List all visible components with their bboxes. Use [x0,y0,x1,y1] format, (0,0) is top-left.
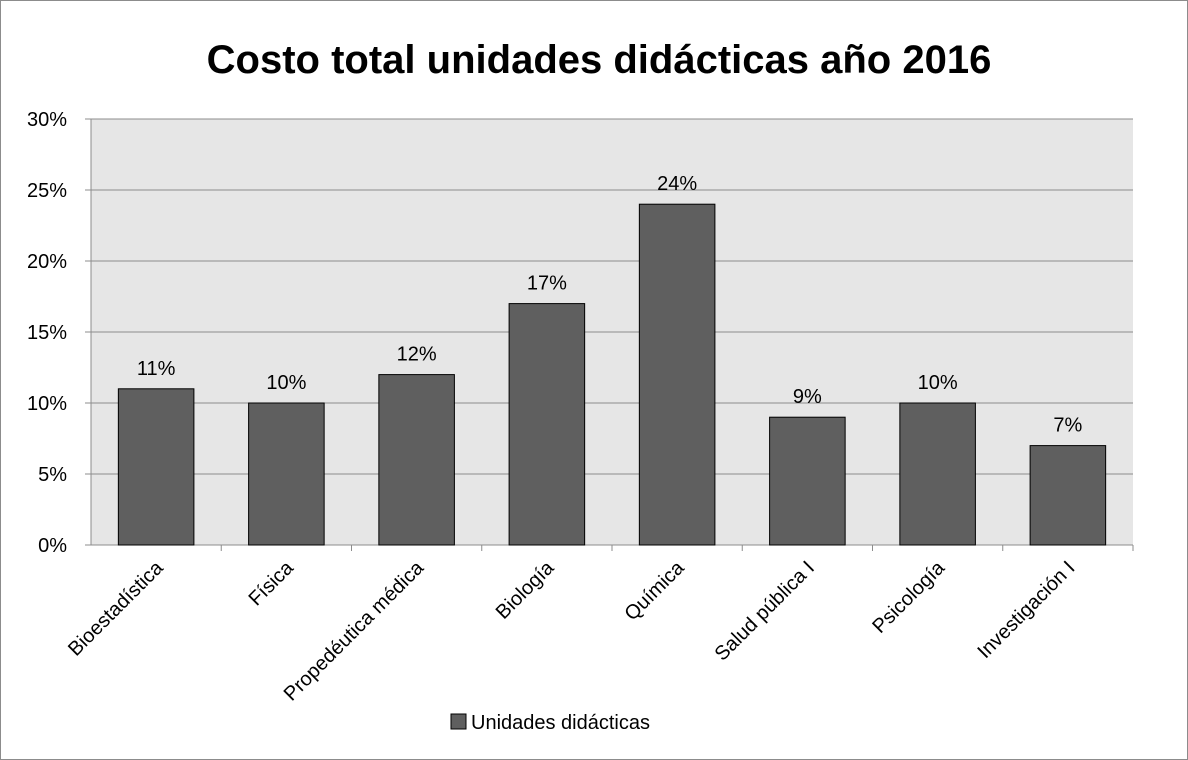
plot-area: 0% 5% 10% 15% 20% 25% 30% 11% Bioestadística 10% F… [27,109,1134,705]
bar [117,388,195,546]
y-tick-label: 20% [27,251,67,273]
bar [508,303,586,546]
y-tick-label: 10% [27,393,67,415]
x-tick-label: Salud pública I [711,557,819,665]
x-tick-label: Psicología [868,556,949,637]
y-tick-label: 15% [27,322,67,344]
y-tick-label: 25% [27,180,67,202]
bar [1029,445,1107,546]
data-label: 7% [1053,415,1082,437]
data-label: 17% [527,273,567,295]
x-tick-label: Bioestadística [64,556,168,660]
y-tick-label: 5% [38,464,67,486]
bar [638,203,716,546]
bar [248,402,325,546]
x-tick-label: Investigación I [973,557,1079,663]
legend: Unidades didácticas [450,712,650,734]
data-label: 10% [918,372,958,394]
data-label: 10% [266,372,306,394]
chart-title: Costo total unidades didácticas año 2016 [207,38,992,82]
x-tick-label: Propedéutica médica [280,556,429,705]
bar [378,374,455,546]
bar [899,402,976,546]
y-tick-label: 30% [27,109,67,131]
data-label: 12% [397,344,437,366]
x-tick-label: Biología [492,556,559,623]
data-label: 24% [657,173,697,195]
legend-label: Unidades didácticas [471,712,650,734]
x-tick-label: Química [620,556,689,625]
data-label: 9% [793,386,822,408]
data-label: 11% [137,358,176,380]
legend-swatch [450,713,467,730]
bar [769,416,846,546]
y-tick-label: 0% [38,535,67,557]
x-tick-label: Física [245,556,299,610]
